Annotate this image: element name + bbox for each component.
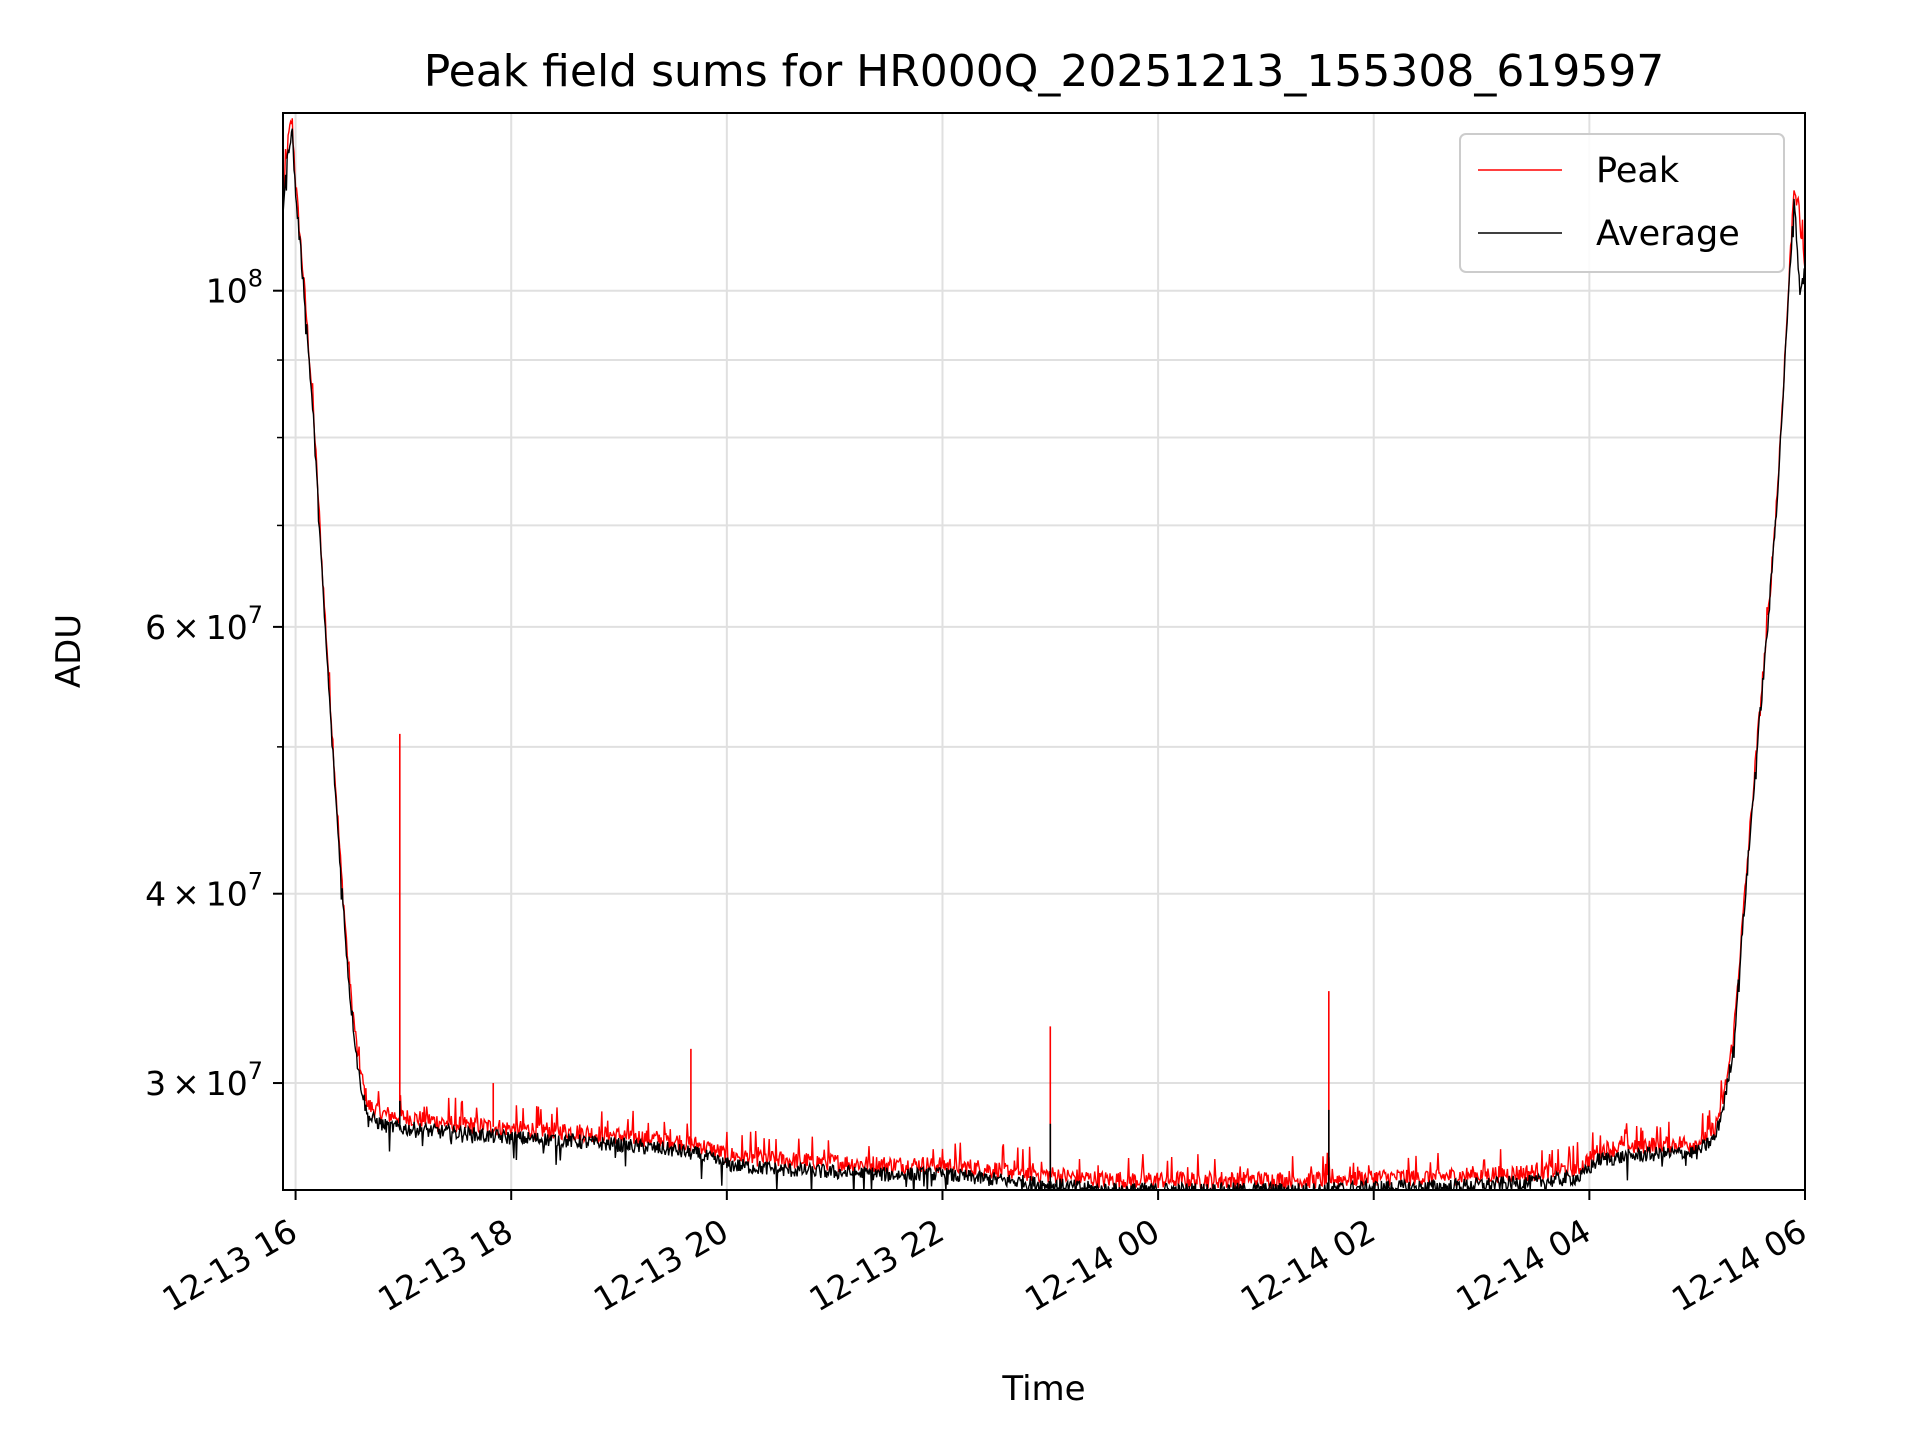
plot-frame bbox=[282, 112, 1806, 1191]
y-axis: 3 × 107 4 × 107 6 × 107 108 bbox=[145, 265, 283, 1103]
x-axis-label: Time bbox=[1001, 1369, 1085, 1409]
chart-title: Peak field sums for HR000Q_20251213_1553… bbox=[424, 46, 1665, 97]
y-tick-label: 3 × 107 bbox=[145, 1057, 263, 1103]
legend-label-average: Average bbox=[1596, 214, 1740, 254]
legend: Peak Average bbox=[1459, 133, 1785, 273]
y-tick-label: 108 bbox=[206, 265, 263, 311]
y-axis-label: ADU bbox=[49, 614, 89, 688]
series-line-average bbox=[283, 128, 1805, 1190]
legend-label-peak: Peak bbox=[1596, 151, 1680, 191]
legend-box bbox=[1459, 133, 1785, 273]
y-tick-label: 6 × 107 bbox=[145, 601, 263, 647]
series-line-peak bbox=[283, 118, 1805, 1190]
y-tick-label: 4 × 107 bbox=[145, 868, 263, 914]
series-layer bbox=[283, 118, 1805, 1190]
